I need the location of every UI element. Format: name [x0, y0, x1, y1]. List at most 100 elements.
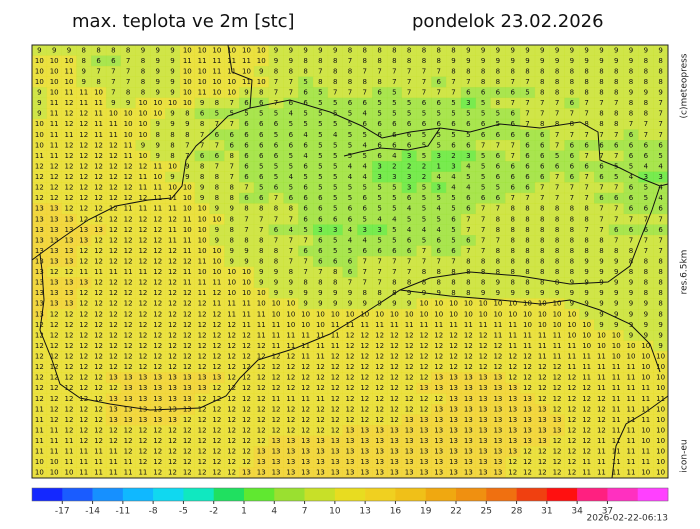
- value-cell: [594, 256, 610, 268]
- value-cell: [105, 404, 122, 415]
- value-cell: [209, 287, 225, 299]
- value-cell: [372, 414, 388, 426]
- value-cell: [327, 55, 343, 67]
- value-cell: [313, 319, 329, 331]
- value-cell: [534, 224, 550, 236]
- cell-value: 12: [331, 374, 340, 382]
- cell-value: 10: [138, 152, 147, 160]
- cell-value: 11: [612, 416, 621, 424]
- cell-value: 13: [449, 374, 458, 382]
- cell-value: 11: [553, 342, 562, 350]
- cell-value: 9: [170, 89, 174, 97]
- cell-value: 10: [508, 310, 517, 318]
- cell-value: 12: [242, 395, 251, 403]
- value-cell: [564, 361, 580, 373]
- value-cell: [505, 97, 521, 109]
- value-cell: [342, 108, 358, 120]
- value-cell: [490, 372, 506, 384]
- value-cell: [76, 277, 92, 289]
- value-cell: [386, 340, 403, 352]
- value-cell: [564, 393, 580, 405]
- value-cell: [61, 118, 77, 130]
- cell-value: 12: [198, 395, 207, 403]
- cell-value: 12: [109, 173, 118, 181]
- cell-value: 8: [540, 67, 544, 75]
- cell-value: 10: [257, 300, 266, 308]
- value-cell: [431, 414, 447, 426]
- value-cell: [653, 330, 669, 342]
- cell-value: 12: [242, 342, 251, 350]
- value-cell: [534, 171, 550, 183]
- cell-value: 12: [183, 310, 192, 318]
- cell-value: 12: [124, 437, 133, 445]
- value-cell: [91, 203, 107, 215]
- cell-value: 9: [629, 300, 633, 308]
- value-cell: [268, 382, 284, 394]
- cell-value: 8: [555, 226, 559, 234]
- cell-value: 12: [183, 469, 192, 477]
- value-cell: [549, 393, 565, 405]
- value-cell: [401, 140, 417, 151]
- value-cell: [594, 182, 610, 194]
- value-cell: [401, 108, 417, 120]
- value-cell: [608, 287, 624, 299]
- value-cell: [608, 66, 624, 77]
- cell-value: 12: [94, 141, 103, 149]
- cell-value: 10: [124, 120, 133, 128]
- cell-value: 8: [658, 258, 662, 266]
- value-cell: [165, 213, 181, 225]
- cell-value: 12: [553, 405, 562, 413]
- cell-value: 9: [259, 268, 263, 276]
- cell-value: 9: [599, 310, 603, 318]
- cell-value: 10: [331, 310, 340, 318]
- value-cell: [253, 97, 269, 109]
- cell-value: 12: [65, 374, 74, 382]
- cell-value: 6: [496, 152, 501, 160]
- value-cell: [283, 203, 299, 215]
- value-cell: [623, 203, 639, 215]
- cell-value: 9: [644, 331, 648, 339]
- cell-value: 11: [612, 437, 621, 445]
- value-cell: [283, 66, 299, 77]
- value-cell: [91, 382, 107, 394]
- cell-value: 12: [449, 363, 458, 371]
- value-cell: [357, 330, 373, 342]
- cell-value: 13: [286, 448, 295, 456]
- cell-value: 12: [212, 395, 221, 403]
- value-cell: [460, 467, 477, 479]
- value-cell: [327, 140, 343, 151]
- value-cell: [46, 192, 62, 204]
- cell-value: 12: [375, 384, 384, 392]
- value-cell: [105, 372, 122, 384]
- value-cell: [534, 340, 550, 352]
- value-cell: [135, 192, 151, 204]
- value-cell: [135, 456, 151, 468]
- cell-value: 7: [185, 141, 189, 149]
- value-cell: [91, 330, 107, 342]
- value-cell: [431, 45, 447, 56]
- cell-value: 6: [244, 99, 249, 107]
- cell-value: 9: [570, 46, 574, 54]
- value-cell: [120, 171, 136, 183]
- value-cell: [579, 456, 595, 468]
- value-cell: [638, 382, 654, 394]
- cell-value: 11: [627, 374, 636, 382]
- value-cell: [327, 192, 343, 204]
- cell-value: 7: [614, 152, 618, 160]
- value-cell: [401, 277, 417, 289]
- cell-value: 10: [138, 99, 147, 107]
- value-cell: [372, 118, 388, 130]
- value-cell: [253, 446, 269, 458]
- cell-value: 13: [493, 469, 502, 477]
- value-cell: [268, 76, 284, 88]
- value-cell: [342, 361, 358, 373]
- cell-value: 7: [392, 78, 396, 86]
- colorbar-band: [607, 488, 639, 501]
- cell-value: 13: [375, 448, 384, 456]
- value-cell: [431, 298, 447, 310]
- cell-value: 12: [390, 353, 399, 361]
- cell-value: 10: [212, 78, 221, 86]
- cell-value: 8: [200, 162, 204, 170]
- cell-value: 12: [109, 152, 118, 160]
- cell-value: 6: [407, 194, 412, 202]
